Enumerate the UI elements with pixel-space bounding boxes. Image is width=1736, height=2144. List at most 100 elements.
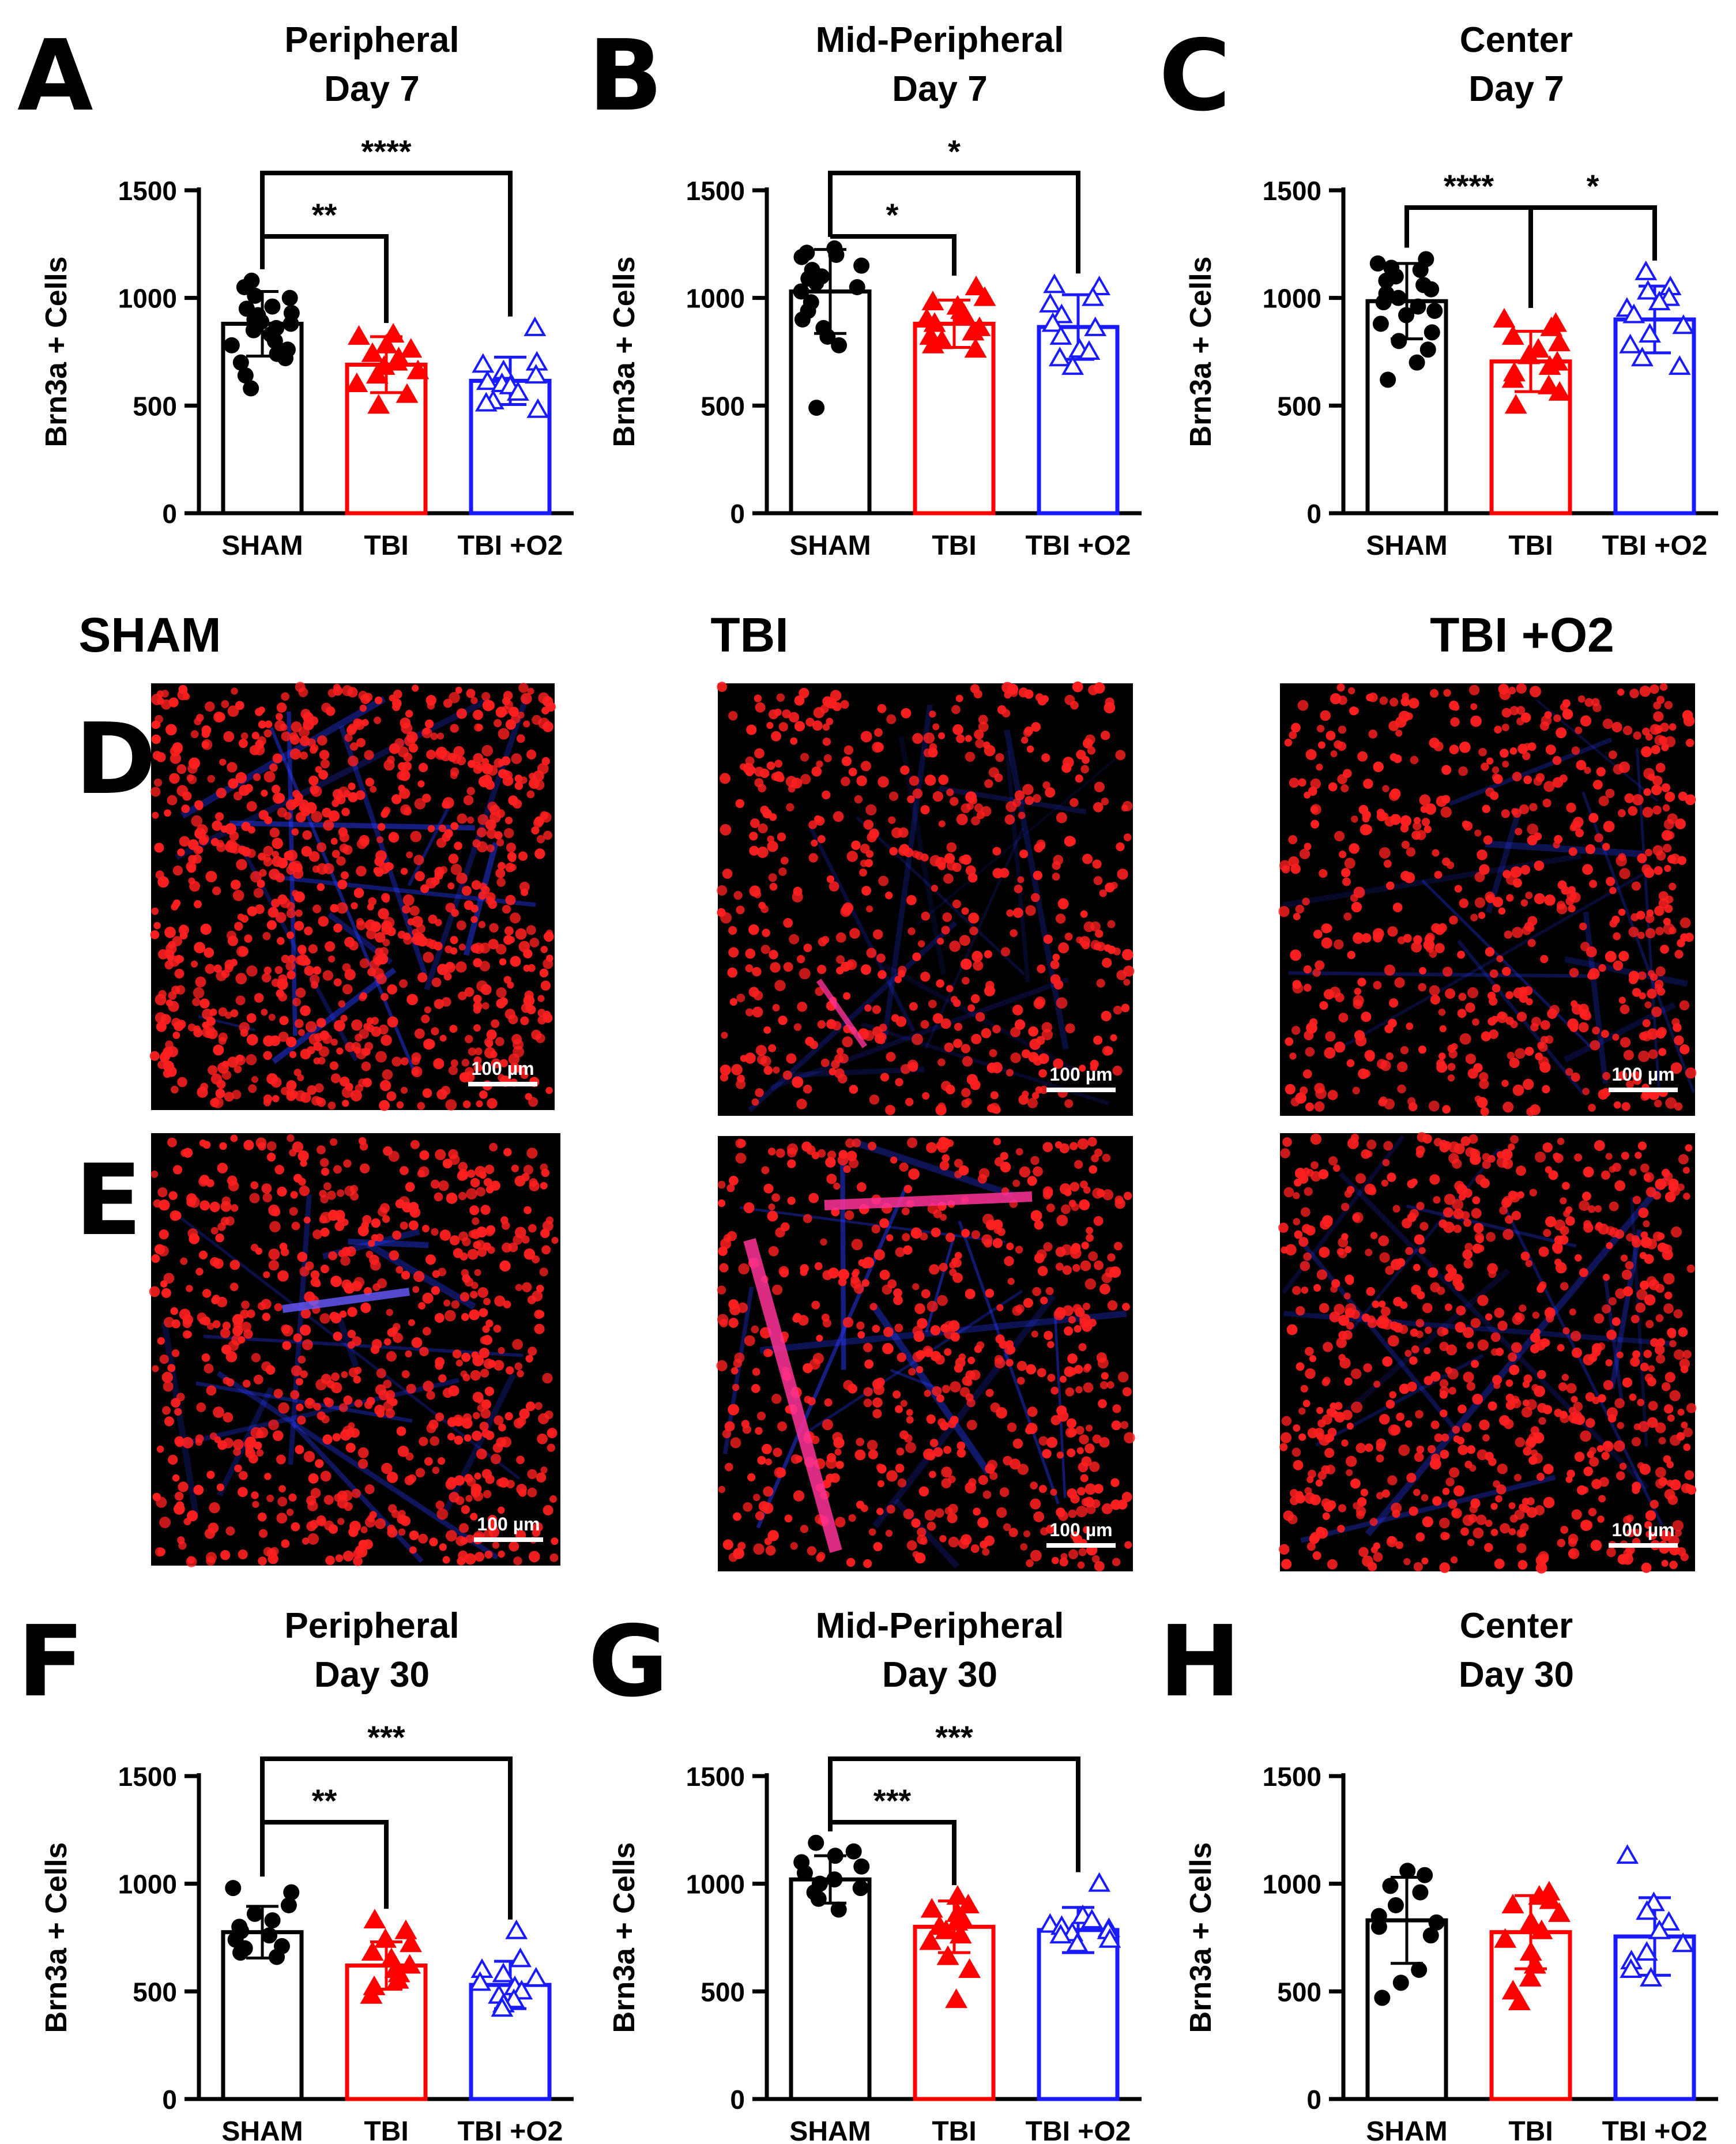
cell-nucleus [780,856,789,865]
cell-nucleus [244,1438,255,1450]
cell-nucleus [514,1227,526,1239]
cell-nucleus [451,1300,460,1309]
cell-nucleus [274,1165,284,1175]
cell-nucleus [1402,693,1409,700]
cell-nucleus [319,750,330,760]
cell-nucleus [1409,1209,1419,1218]
cell-nucleus [293,1333,302,1342]
cell-nucleus [153,921,161,930]
cell-nucleus [209,1201,220,1213]
cell-nucleus [1056,997,1068,1009]
cell-nucleus [1580,1519,1592,1531]
axon-fiber [161,1321,199,1514]
cell-nucleus [1068,1199,1076,1208]
cell-nucleus [1123,979,1131,986]
cell-nucleus [493,1325,502,1333]
cell-nucleus [1053,1058,1064,1069]
cell-nucleus [422,1292,434,1304]
cell-nucleus [257,1512,267,1522]
cell-nucleus [1289,777,1300,788]
cell-nucleus [307,1046,315,1055]
cell-nucleus [1525,892,1533,900]
cell-nucleus [1477,1244,1485,1252]
cell-nucleus [499,958,507,966]
cell-nucleus [882,1342,894,1355]
cell-nucleus [261,1009,268,1016]
cell-nucleus [866,947,877,958]
cell-nucleus [740,1055,748,1062]
data-point [1084,316,1107,336]
cell-nucleus [1477,849,1488,860]
cell-nucleus [960,958,972,970]
cell-nucleus [333,978,342,987]
cell-nucleus [1382,1356,1393,1367]
cell-nucleus [1334,939,1344,950]
cell-nucleus [811,1435,820,1445]
cell-nucleus [498,1346,505,1355]
cell-nucleus [838,1269,850,1280]
cell-nucleus [1410,755,1419,765]
cell-nucleus [1319,1247,1330,1258]
cell-nucleus [1120,1421,1129,1430]
cell-nucleus [1070,1494,1080,1504]
cell-nucleus [869,1303,878,1311]
cell-nucleus [1306,1476,1314,1483]
cell-nucleus [351,1019,363,1031]
cell-nucleus [427,825,435,833]
y-tick-label: 500 [1277,391,1321,421]
data-point [827,1848,843,1864]
cell-nucleus [472,1355,484,1367]
cell-nucleus [1633,731,1641,740]
cell-nucleus [1448,1267,1457,1277]
cell-nucleus [886,1470,898,1482]
cell-nucleus [430,1179,440,1189]
cell-nucleus [1463,1218,1472,1227]
cell-nucleus [1087,1137,1097,1147]
significance-label: ** [312,197,337,233]
cell-nucleus [824,1398,833,1407]
cell-nucleus [1545,1314,1554,1323]
cell-nucleus [728,926,737,935]
cell-nucleus [337,879,348,890]
cell-nucleus [1296,1306,1305,1316]
cell-nucleus [808,1193,819,1203]
cell-nucleus [878,875,889,886]
cell-nucleus [1064,1188,1072,1197]
cell-nucleus [1077,1138,1089,1150]
cell-nucleus [448,1149,458,1160]
cell-nucleus [814,1262,823,1270]
cell-nucleus [1544,894,1556,906]
cell-nucleus [941,1081,951,1092]
data-point [283,315,299,332]
cell-nucleus [425,695,436,706]
cell-nucleus [950,1332,960,1342]
cell-nucleus [167,1137,177,1148]
cell-nucleus [803,943,812,953]
cell-nucleus [178,1481,189,1492]
data-point [469,1971,492,1991]
cell-nucleus [821,936,830,944]
cell-nucleus [1319,869,1328,878]
cell-nucleus [1663,1172,1673,1182]
cell-nucleus [362,1078,372,1088]
cell-nucleus [330,1039,338,1046]
cell-nucleus [1378,1235,1389,1247]
cell-nucleus [319,1190,327,1198]
cell-nucleus [1051,1556,1059,1564]
cell-nucleus [1400,697,1410,706]
cell-nucleus [1645,913,1655,923]
cell-nucleus [957,1441,966,1450]
cell-nucleus [508,1053,520,1065]
cell-nucleus [466,787,475,796]
cell-nucleus [1640,1236,1652,1248]
cell-nucleus [1642,807,1654,818]
cell-nucleus [886,714,897,724]
cell-nucleus [1516,706,1526,715]
cell-nucleus [1515,1437,1526,1447]
cell-nucleus [498,759,506,766]
cell-nucleus [1543,1464,1554,1475]
cell-nucleus [1001,709,1011,718]
cell-nucleus [464,1434,472,1442]
cell-nucleus [941,926,950,935]
cell-nucleus [878,776,889,788]
